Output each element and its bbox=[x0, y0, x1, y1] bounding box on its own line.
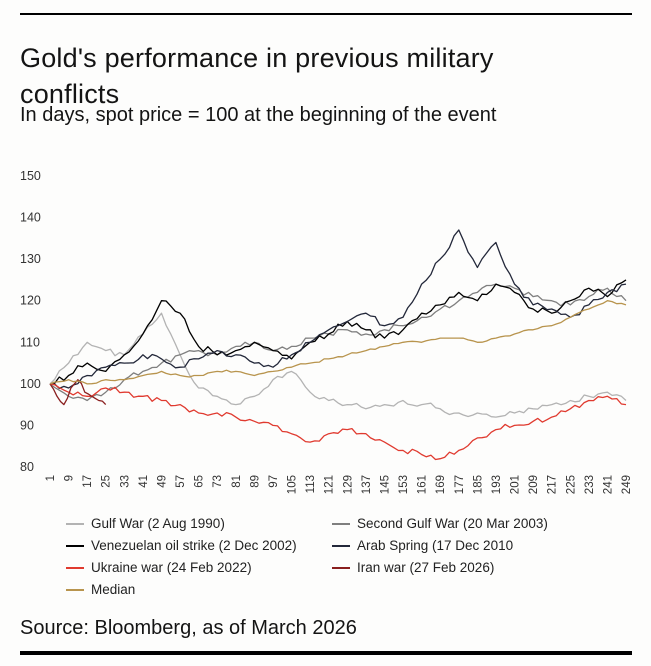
legend-item-gulf-war-2-aug-1990[interactable]: Gulf War (2 Aug 1990) bbox=[66, 516, 328, 531]
series-line-median bbox=[49, 300, 627, 385]
y-axis-tick: 120 bbox=[20, 294, 41, 308]
legend-label: Gulf War (2 Aug 1990) bbox=[91, 516, 225, 531]
y-axis-tick: 100 bbox=[20, 377, 41, 391]
legend-label: Ukraine war (24 Feb 2022) bbox=[91, 560, 252, 575]
x-axis-tick: 9 bbox=[64, 475, 76, 481]
x-axis-tick: 113 bbox=[305, 475, 317, 493]
legend-label: Arab Spring (17 Dec 2010 bbox=[357, 538, 514, 553]
x-axis-tick: 73 bbox=[212, 475, 224, 488]
x-axis-tick: 121 bbox=[324, 475, 336, 494]
x-axis-tick: 137 bbox=[361, 475, 373, 494]
x-axis-tick: 161 bbox=[417, 475, 429, 494]
series-line-gulf-war-2-aug-1990 bbox=[49, 312, 627, 418]
x-axis-tick: 217 bbox=[547, 475, 559, 494]
series-line-second-gulf-war-20-mar-2003 bbox=[49, 283, 627, 402]
legend-swatch-icon bbox=[66, 588, 84, 591]
legend-swatch-icon bbox=[66, 566, 84, 569]
x-axis-tick: 129 bbox=[342, 475, 354, 494]
page-title: Gold's performance in previous military … bbox=[20, 43, 494, 110]
legend-label: Iran war (27 Feb 2026) bbox=[357, 560, 495, 575]
x-axis-tick: 241 bbox=[602, 475, 614, 494]
x-axis-tick: 25 bbox=[101, 475, 113, 488]
legend-swatch-icon bbox=[332, 566, 350, 569]
legend-label: Venezuelan oil strike (2 Dec 2002) bbox=[91, 538, 297, 553]
x-axis-tick: 41 bbox=[138, 475, 150, 488]
x-axis-tick: 105 bbox=[287, 475, 299, 494]
x-axis-tick: 169 bbox=[435, 475, 447, 494]
legend-swatch-icon bbox=[332, 522, 350, 525]
x-axis-tick: 49 bbox=[157, 475, 169, 488]
y-axis-tick: 90 bbox=[20, 418, 34, 432]
x-axis-tick: 33 bbox=[119, 475, 131, 488]
x-axis-tick: 209 bbox=[528, 475, 540, 494]
x-axis-tick: 249 bbox=[621, 475, 630, 494]
legend-swatch-icon bbox=[66, 544, 84, 547]
x-axis-tick: 177 bbox=[454, 475, 466, 494]
series-line-ukraine-war-24-feb-2022 bbox=[49, 383, 627, 461]
legend-item-ukraine-war-24-feb-2022[interactable]: Ukraine war (24 Feb 2022) bbox=[66, 560, 328, 575]
legend-swatch-icon bbox=[66, 522, 84, 525]
series-line-venezuelan-oil-strike-2-dec-2002 bbox=[49, 279, 627, 385]
x-axis-tick: 233 bbox=[584, 475, 596, 494]
legend-item-second-gulf-war-20-mar-2003[interactable]: Second Gulf War (20 Mar 2003) bbox=[332, 516, 548, 531]
y-axis-tick: 80 bbox=[20, 460, 34, 474]
legend: Gulf War (2 Aug 1990) Second Gulf War (20… bbox=[66, 516, 548, 597]
chart-subtitle: In days, spot price = 100 at the beginni… bbox=[20, 104, 497, 126]
x-axis-tick: 201 bbox=[510, 475, 522, 494]
series-line-iran-war-27-feb-2026 bbox=[49, 379, 107, 406]
x-axis-tick: 153 bbox=[398, 475, 410, 494]
series-line-arab-spring-17-dec-2010 bbox=[49, 229, 627, 390]
x-axis-tick: 17 bbox=[82, 475, 94, 488]
chart-svg: 80 90 100 110 120 130 140 150 1 9 17 25 33 41 49 57 65 73… bbox=[20, 169, 630, 494]
x-axis-tick: 1 bbox=[45, 475, 57, 481]
y-axis-tick: 140 bbox=[20, 211, 41, 225]
top-divider bbox=[20, 13, 632, 15]
legend-label: Second Gulf War (20 Mar 2003) bbox=[357, 516, 548, 531]
y-axis-tick: 110 bbox=[20, 335, 40, 349]
legend-item-median[interactable]: Median bbox=[66, 582, 328, 597]
legend-label: Median bbox=[91, 582, 136, 597]
x-axis-tick: 89 bbox=[249, 475, 261, 488]
y-axis-tick: 130 bbox=[20, 252, 41, 266]
legend-swatch-icon bbox=[332, 544, 350, 547]
x-axis-tick: 97 bbox=[268, 475, 280, 488]
x-axis-tick: 225 bbox=[565, 475, 577, 494]
x-axis-tick: 185 bbox=[472, 475, 484, 494]
x-axis-tick: 57 bbox=[175, 475, 187, 488]
x-axis-tick: 145 bbox=[380, 475, 392, 494]
x-axis-tick: 65 bbox=[194, 475, 206, 488]
source-note: Source: Bloomberg, as of March 2026 bbox=[20, 617, 357, 639]
bottom-divider bbox=[20, 651, 632, 655]
x-axis-tick: 193 bbox=[491, 475, 503, 494]
legend-item-iran-war-27-feb-2026[interactable]: Iran war (27 Feb 2026) bbox=[332, 560, 548, 575]
y-axis-tick: 150 bbox=[20, 169, 41, 183]
x-axis-tick: 81 bbox=[231, 475, 243, 488]
legend-item-arab-spring-17-dec-2010[interactable]: Arab Spring (17 Dec 2010 bbox=[332, 538, 548, 553]
legend-item-venezuelan-oil-strike-2-dec-2002[interactable]: Venezuelan oil strike (2 Dec 2002) bbox=[66, 538, 328, 553]
